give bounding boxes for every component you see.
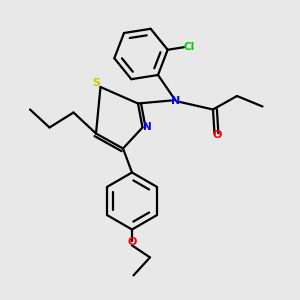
Text: O: O xyxy=(127,237,137,248)
Text: Cl: Cl xyxy=(184,42,195,52)
Text: N: N xyxy=(142,122,152,133)
Text: N: N xyxy=(171,95,180,106)
Text: O: O xyxy=(212,130,222,140)
Text: S: S xyxy=(92,78,100,88)
